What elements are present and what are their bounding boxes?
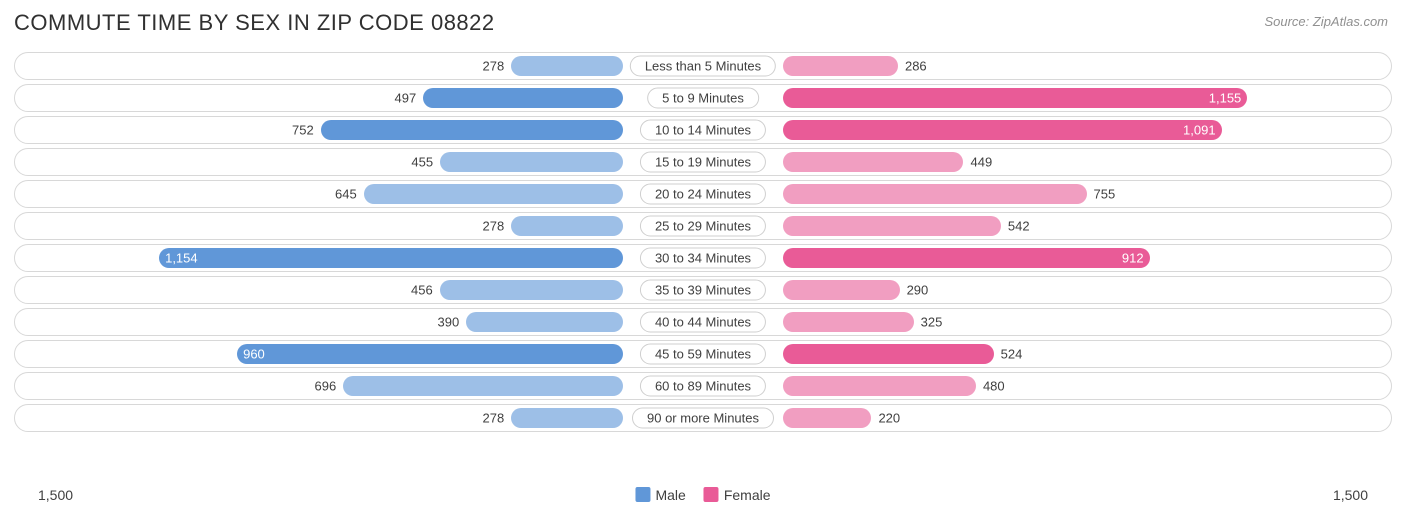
category-label: 45 to 59 Minutes: [640, 344, 766, 365]
source-attribution: Source: ZipAtlas.com: [1264, 14, 1388, 29]
bar-male: [511, 408, 623, 428]
bar-male: [511, 56, 623, 76]
bar-female: [783, 344, 994, 364]
value-male: 960: [243, 347, 265, 362]
bar-female: [783, 56, 898, 76]
legend-item-female: Female: [704, 487, 771, 503]
chart-title: COMMUTE TIME BY SEX IN ZIP CODE 08822: [14, 10, 495, 36]
bar-male: 1,154: [159, 248, 623, 268]
value-female: 755: [1094, 187, 1116, 202]
value-male: 497: [395, 91, 417, 106]
bar-male: [466, 312, 623, 332]
chart-row: 455 449 15 to 19 Minutes: [14, 148, 1392, 176]
value-male: 752: [292, 123, 314, 138]
chart-row: 278 542 25 to 29 Minutes: [14, 212, 1392, 240]
bar-male: [423, 88, 623, 108]
category-label: 35 to 39 Minutes: [640, 280, 766, 301]
legend: Male Female: [635, 487, 770, 503]
bar-male: [364, 184, 623, 204]
chart-row: 696 480 60 to 89 Minutes: [14, 372, 1392, 400]
diverging-bar-chart: 278 286 Less than 5 Minutes 1,155 497 5 to 9 …: [14, 52, 1392, 436]
category-label: 25 to 29 Minutes: [640, 216, 766, 237]
category-label: 10 to 14 Minutes: [640, 120, 766, 141]
value-male: 1,154: [165, 251, 198, 266]
bar-male: [440, 280, 623, 300]
value-male: 278: [483, 411, 505, 426]
legend-swatch-male: [635, 487, 650, 502]
chart-row: 1,154 912 30 to 34 Minutes: [14, 244, 1392, 272]
legend-label-female: Female: [724, 487, 771, 503]
value-female: 524: [1001, 347, 1023, 362]
value-female: 542: [1008, 219, 1030, 234]
chart-row: 278 220 90 or more Minutes: [14, 404, 1392, 432]
bar-female: [783, 312, 914, 332]
value-female: 1,091: [1183, 123, 1216, 138]
value-male: 390: [438, 315, 460, 330]
chart-row: 1,155 497 5 to 9 Minutes: [14, 84, 1392, 112]
bar-female: 1,155: [783, 88, 1247, 108]
value-female: 286: [905, 59, 927, 74]
chart-row: 390 325 40 to 44 Minutes: [14, 308, 1392, 336]
bar-male: [343, 376, 623, 396]
bar-female: [783, 376, 976, 396]
category-label: Less than 5 Minutes: [630, 56, 776, 77]
category-label: 30 to 34 Minutes: [640, 248, 766, 269]
chart-row: 278 286 Less than 5 Minutes: [14, 52, 1392, 80]
bar-female: 912: [783, 248, 1150, 268]
value-female: 449: [970, 155, 992, 170]
value-male: 645: [335, 187, 357, 202]
bar-male: 960: [237, 344, 623, 364]
bar-female: [783, 280, 900, 300]
value-male: 696: [315, 379, 337, 394]
bar-female: [783, 216, 1001, 236]
value-male: 455: [411, 155, 433, 170]
legend-item-male: Male: [635, 487, 685, 503]
axis-max-left: 1,500: [38, 487, 73, 503]
chart-row: 1,091 752 10 to 14 Minutes: [14, 116, 1392, 144]
category-label: 20 to 24 Minutes: [640, 184, 766, 205]
legend-swatch-female: [704, 487, 719, 502]
value-male: 278: [483, 59, 505, 74]
category-label: 15 to 19 Minutes: [640, 152, 766, 173]
bar-female: [783, 184, 1087, 204]
chart-footer: 1,500 Male Female 1,500: [14, 487, 1392, 509]
legend-label-male: Male: [655, 487, 685, 503]
category-label: 60 to 89 Minutes: [640, 376, 766, 397]
value-female: 480: [983, 379, 1005, 394]
category-label: 5 to 9 Minutes: [647, 88, 759, 109]
value-female: 290: [907, 283, 929, 298]
bar-female: [783, 152, 963, 172]
axis-max-right: 1,500: [1333, 487, 1368, 503]
bar-male: [511, 216, 623, 236]
value-female: 1,155: [1209, 91, 1242, 106]
chart-row: 960 524 45 to 59 Minutes: [14, 340, 1392, 368]
bar-male: [440, 152, 623, 172]
category-label: 40 to 44 Minutes: [640, 312, 766, 333]
value-female: 325: [921, 315, 943, 330]
bar-female: [783, 408, 871, 428]
chart-row: 456 290 35 to 39 Minutes: [14, 276, 1392, 304]
bar-male: [321, 120, 623, 140]
value-female: 912: [1122, 251, 1144, 266]
bar-female: 1,091: [783, 120, 1222, 140]
value-female: 220: [878, 411, 900, 426]
category-label: 90 or more Minutes: [632, 408, 774, 429]
chart-row: 645 755 20 to 24 Minutes: [14, 180, 1392, 208]
value-male: 456: [411, 283, 433, 298]
value-male: 278: [483, 219, 505, 234]
